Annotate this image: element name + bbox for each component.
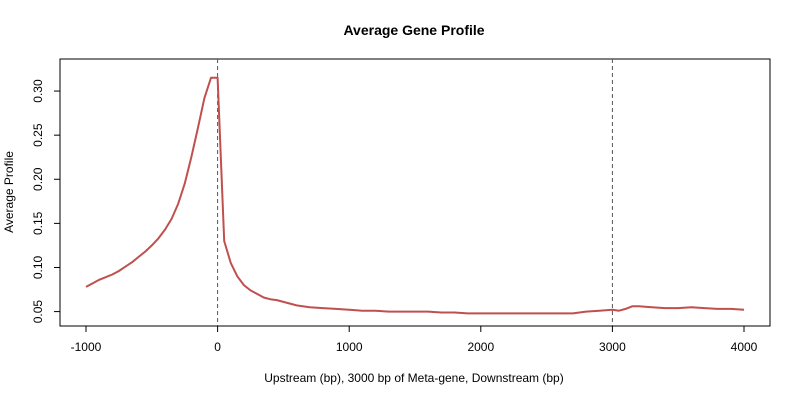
x-tick-label: 3000 (599, 340, 626, 354)
y-tick-label: 0.30 (31, 79, 45, 103)
series-line-0 (85, 76, 745, 315)
y-axis: 0.05 0.10 0.15 0.20 0.25 0.30 (31, 79, 60, 323)
series-layer (85, 76, 745, 315)
x-axis: -1000 0 1000 2000 3000 4000 (71, 326, 758, 354)
x-tick-label: 1000 (336, 340, 363, 354)
y-tick-label: 0.15 (31, 211, 45, 235)
x-tick-label: -1000 (71, 340, 102, 354)
x-axis-label: Upstream (bp), 3000 bp of Meta-gene, Dow… (264, 371, 563, 385)
y-tick-label: 0.10 (31, 255, 45, 279)
chart-title: Average Gene Profile (343, 22, 484, 38)
x-tick-label: 2000 (467, 340, 494, 354)
y-tick-label: 0.20 (31, 167, 45, 191)
y-axis-label: Average Profile (2, 151, 16, 233)
reference-lines (217, 59, 613, 326)
plot-frame (59, 58, 771, 327)
y-tick-label: 0.05 (31, 300, 45, 324)
y-tick-label: 0.25 (31, 123, 45, 147)
x-tick-label: 4000 (731, 340, 758, 354)
x-tick-label: 0 (214, 340, 221, 354)
